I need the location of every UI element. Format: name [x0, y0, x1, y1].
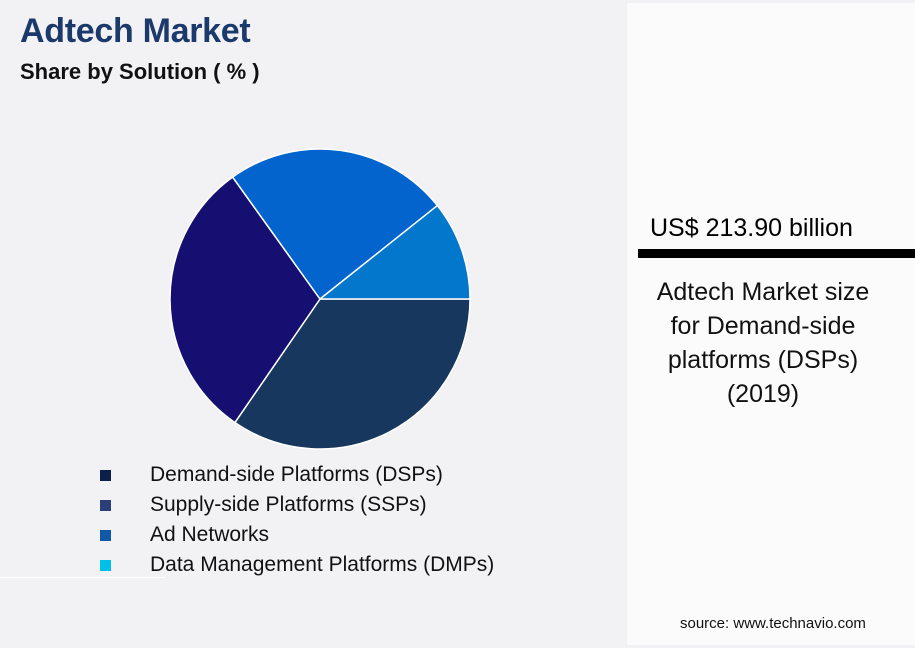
- legend-label: Data Management Platforms (DMPs): [150, 553, 495, 576]
- kpi-caption-line: Adtech Market size: [656, 278, 870, 306]
- pie-chart-svg: [169, 148, 471, 450]
- kpi-caption-line: (2019): [726, 380, 800, 408]
- legend-label: Ad Networks: [150, 523, 270, 546]
- legend-swatch-icon: [100, 530, 111, 541]
- chart-subtitle: Share by Solution ( % ): [20, 59, 260, 84]
- legend-label: Demand-side Platforms (DSPs): [150, 463, 443, 486]
- pie-chart: [168, 147, 472, 451]
- legend-swatch-icon: [100, 500, 111, 511]
- pie-slice: [319, 204, 471, 300]
- kpi-value: US$ 213.90 billion: [650, 214, 853, 242]
- kpi-caption-line: platforms (DSPs): [667, 346, 859, 374]
- kpi-panel: [627, 3, 915, 645]
- legend-label: Supply-side Platforms (SSPs): [150, 493, 427, 516]
- kpi-caption-line: for Demand-side: [670, 312, 856, 340]
- pie-slice: [169, 176, 321, 424]
- divider: [0, 577, 165, 578]
- source-credit: source: www.technavio.com: [680, 615, 866, 632]
- kpi-divider-bar: [638, 249, 915, 258]
- legend-swatch-icon: [100, 560, 111, 571]
- kpi-caption: Adtech Market size for Demand-side platf…: [638, 275, 888, 411]
- pie-slice: [234, 298, 471, 450]
- legend-swatch-icon: [100, 470, 111, 481]
- pie-slice: [231, 148, 439, 300]
- chart-title: Adtech Market: [20, 12, 251, 50]
